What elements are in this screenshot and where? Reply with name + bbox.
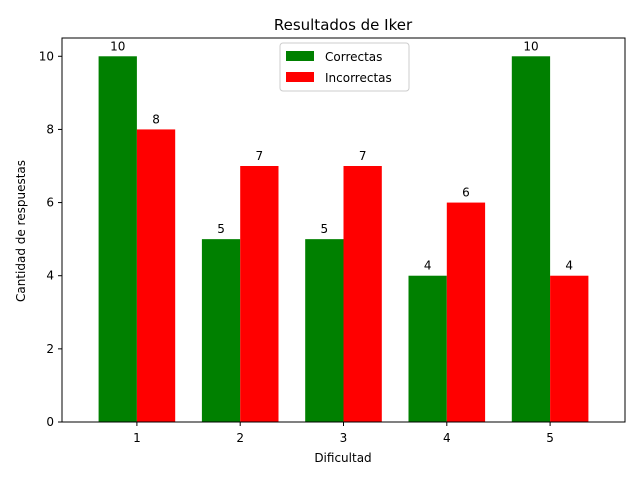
x-tick-label-1: 1	[133, 431, 141, 445]
data-label-correctas-4: 4	[424, 259, 432, 273]
x-tick-label-4: 4	[443, 431, 451, 445]
bar-correctas-4	[408, 275, 447, 422]
x-tick-label-3: 3	[340, 431, 348, 445]
data-label-incorrectas-1: 8	[152, 112, 160, 126]
bar-correctas-1	[98, 56, 137, 423]
data-label-incorrectas-4: 6	[462, 186, 470, 200]
data-labels-group: 10 8 5 7 5 7 4 6 10 4	[110, 39, 573, 272]
bars-group	[98, 56, 589, 423]
data-label-correctas-2: 5	[217, 222, 225, 236]
x-tick-label-2: 2	[236, 431, 244, 445]
bar-incorrectas-1	[136, 129, 176, 422]
legend-swatch-incorrectas	[286, 72, 314, 82]
x-axis-label: Dificultad	[314, 451, 371, 465]
chart-title: Resultados de Iker	[274, 16, 413, 34]
legend: Correctas Incorrectas	[279, 42, 410, 92]
bar-correctas-2	[201, 239, 241, 422]
legend-swatch-correctas	[286, 51, 314, 61]
data-label-incorrectas-5: 4	[565, 259, 573, 273]
bar-correctas-5	[511, 56, 551, 423]
data-label-correctas-3: 5	[321, 222, 329, 236]
data-label-incorrectas-3: 7	[359, 149, 367, 163]
bar-incorrectas-3	[343, 166, 382, 422]
axes-group: 1 2 3 4 5 0 2 4 6 8 10	[39, 37, 626, 445]
data-label-correctas-5: 10	[523, 39, 538, 53]
y-tick-label-10: 10	[39, 49, 54, 63]
y-tick-label-8: 8	[46, 122, 54, 136]
bar-incorrectas-2	[240, 166, 279, 422]
y-tick-label-6: 6	[46, 196, 54, 210]
bar-correctas-3	[305, 239, 344, 422]
x-tick-label-5: 5	[546, 431, 554, 445]
bar-incorrectas-5	[550, 275, 589, 422]
legend-label-correctas: Correctas	[325, 50, 382, 64]
y-tick-label-4: 4	[46, 269, 54, 283]
data-label-incorrectas-2: 7	[256, 149, 264, 163]
legend-label-incorrectas: Incorrectas	[325, 71, 392, 85]
data-label-correctas-1: 10	[110, 39, 125, 53]
y-axis-label: Cantidad de respuestas	[14, 160, 28, 302]
bar-incorrectas-4	[446, 202, 486, 422]
y-tick-label-2: 2	[46, 342, 54, 356]
y-tick-label-0: 0	[46, 415, 54, 429]
